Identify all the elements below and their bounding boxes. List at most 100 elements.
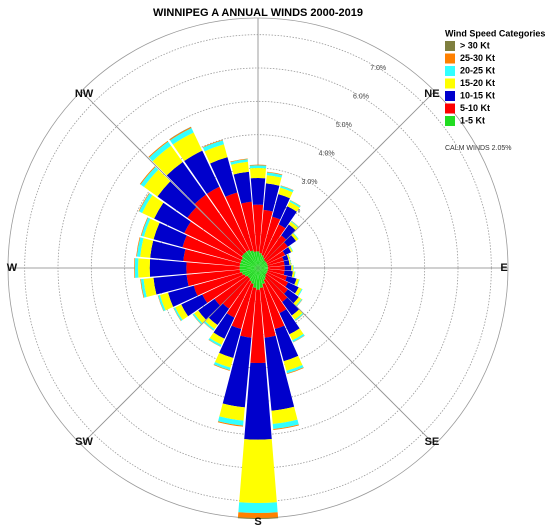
sector-segment — [157, 295, 164, 312]
legend-label: 1-5 Kt — [460, 115, 485, 125]
sector-segment — [263, 235, 287, 261]
direction-label: SW — [75, 436, 93, 448]
sector-segment — [239, 268, 258, 273]
sector-segment — [258, 260, 267, 268]
sector-segment — [175, 304, 189, 321]
sector-segment — [243, 251, 258, 268]
sector-segment — [136, 237, 141, 257]
sector-segment — [218, 416, 244, 426]
sector-segment — [186, 269, 241, 287]
sector-segment — [283, 270, 293, 277]
sector-segment — [282, 247, 292, 256]
sector-segment — [267, 270, 287, 281]
sector-segment — [139, 193, 153, 213]
sector-segment — [213, 361, 231, 371]
sector-segment — [284, 235, 297, 247]
sector-segment — [258, 268, 268, 271]
sector-segment — [241, 257, 258, 268]
sector-segment — [172, 132, 203, 161]
sector-segment — [213, 313, 235, 339]
sector-segment — [213, 364, 230, 371]
sector-segment — [169, 126, 192, 140]
sector-segment — [237, 517, 279, 519]
sector-segment — [258, 268, 264, 288]
sector-segment — [222, 335, 252, 408]
sector-segment — [271, 406, 298, 424]
sector-segment — [258, 253, 262, 268]
sector-segment — [253, 251, 258, 268]
sector-segment — [286, 254, 290, 260]
sector-segment — [209, 332, 225, 345]
legend-label: 25-30 Kt — [460, 53, 495, 63]
sector-segment — [194, 194, 247, 254]
sector-segment — [285, 282, 299, 294]
sector-segment — [290, 199, 301, 207]
direction-label: W — [7, 262, 18, 274]
sector-segment — [280, 185, 294, 191]
sector-segment — [219, 325, 242, 358]
sector-segment — [159, 292, 174, 311]
sector-segment — [284, 265, 292, 271]
sector-segment — [184, 221, 243, 261]
sector-segment — [289, 328, 304, 341]
sector-segment — [259, 209, 273, 254]
direction-label: S — [254, 516, 261, 527]
sector-segment — [148, 140, 169, 158]
sector-segment — [152, 145, 183, 176]
sector-segment — [240, 260, 258, 268]
sector-segment — [233, 171, 252, 204]
sector-segment — [153, 274, 189, 295]
sector-segment — [140, 166, 159, 187]
sector-segment — [294, 313, 304, 321]
sector-segment — [230, 158, 248, 163]
sector-segment — [267, 171, 283, 176]
sector-segment — [142, 195, 164, 219]
sector-segment — [168, 285, 198, 307]
r-tick-label: 6.0% — [353, 93, 369, 100]
sector-segment — [258, 268, 267, 278]
sector-segment — [150, 240, 186, 261]
sector-segment — [274, 325, 299, 362]
sector-segment — [140, 238, 154, 258]
sector-segment — [296, 299, 303, 307]
sector-segment — [267, 256, 284, 266]
sector-segment — [267, 261, 285, 268]
sector-segment — [261, 216, 281, 256]
sector-segment — [291, 309, 303, 320]
sector-segment — [291, 220, 299, 227]
sector-segment — [293, 296, 302, 306]
sector-segment — [244, 268, 258, 277]
sector-segment — [210, 157, 238, 197]
legend-label: 15-20 Kt — [460, 78, 495, 88]
direction-label: NW — [75, 88, 94, 100]
sector-segment — [143, 169, 171, 197]
sector-segment — [263, 183, 280, 212]
sector-segment — [158, 294, 166, 312]
grid-ring — [124, 134, 392, 402]
sector-segment — [225, 192, 254, 252]
sector-segment — [241, 253, 258, 268]
legend-title: Wind Speed Categories — [445, 28, 545, 38]
sector-segment — [183, 249, 241, 267]
sector-segment — [294, 278, 300, 286]
sector-segment — [265, 273, 288, 294]
grid-ring — [57, 67, 459, 469]
sector-segment — [244, 362, 272, 440]
sector-segment — [202, 140, 224, 152]
sector-segment — [281, 224, 296, 240]
sector-segment — [250, 178, 266, 205]
sector-segment — [278, 187, 293, 199]
sector-segment — [263, 224, 286, 259]
sector-segment — [264, 276, 288, 302]
sector-segment — [239, 263, 258, 268]
sector-segment — [143, 218, 160, 240]
sector-segment — [272, 194, 290, 220]
sector-segment — [249, 268, 258, 282]
sector-segment — [250, 289, 266, 363]
sector-segment — [283, 355, 303, 371]
sector-segment — [134, 258, 139, 278]
sector-segment — [256, 268, 260, 290]
sector-segment — [282, 254, 289, 261]
